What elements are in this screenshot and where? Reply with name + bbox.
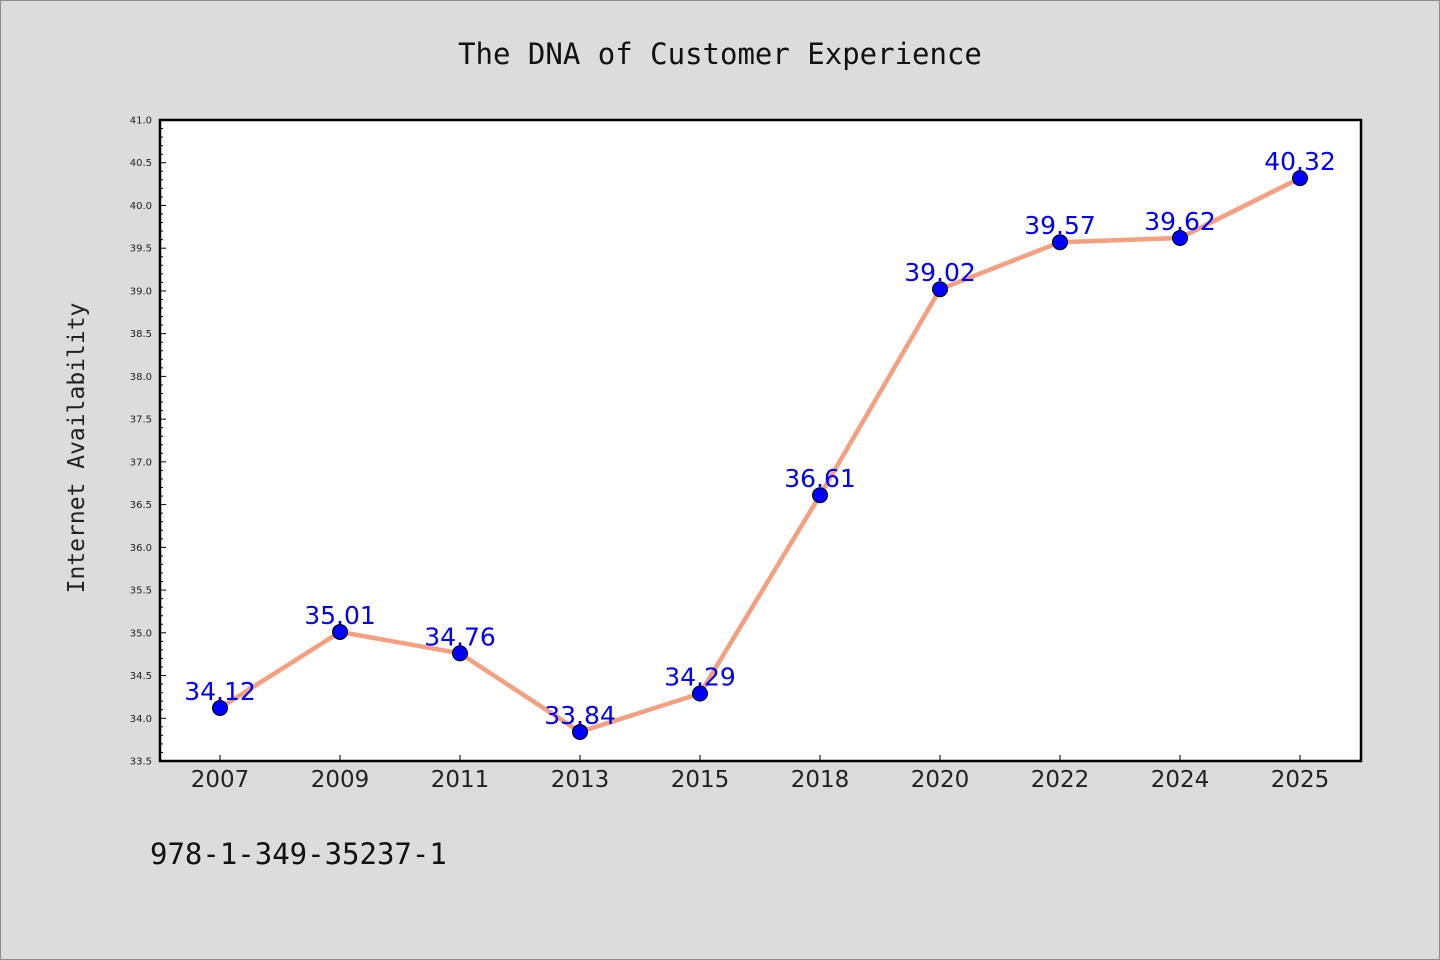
y-axis-label: Internet Availability [64,303,90,594]
data-point [1172,229,1188,246]
data-point [812,487,828,504]
data-labels: 34.12 35.01 34.76 33.84 34.29 36.61 39.02 39.57… [184,147,1336,730]
x-tick-label: 2022 [1031,767,1090,793]
y-tick-label: 34.5 [130,671,152,682]
data-point [692,685,708,702]
data-label: 34.12 [184,677,256,706]
data-markers [212,170,1308,740]
x-tick-label: 2013 [551,767,610,793]
data-point [932,281,948,298]
y-tick-label: 35.0 [130,628,152,639]
y-tick-label: 38.5 [130,329,152,340]
y-tick-label: 41.0 [130,116,152,127]
data-point [1292,170,1308,187]
data-label: 34.76 [424,622,496,651]
y-tick-label: 39.0 [130,286,152,297]
y-tick-label: 40.0 [130,201,152,212]
data-label: 39.57 [1024,211,1096,240]
data-point [452,645,468,662]
data-label: 35.01 [304,601,376,630]
y-tick-label: 33.5 [130,757,152,768]
x-tick-label: 2024 [1151,767,1210,793]
series-line [217,175,1303,735]
x-tick-label: 2025 [1271,767,1330,793]
y-axis-ticks: 33.5 34.0 34.5 35.0 35.5 36.0 36.5 37.0 37.5 38.0… [130,116,166,768]
data-point [332,623,348,640]
y-tick-label: 37.0 [130,457,152,468]
plot-area [160,120,1361,761]
x-tick-label: 2015 [671,767,730,793]
data-label: 34.29 [664,662,736,691]
data-label: 39.02 [904,258,976,287]
y-tick-label: 36.5 [130,500,152,511]
x-tick-label: 2020 [911,767,970,793]
data-point [572,723,588,740]
x-tick-label: 2007 [191,767,250,793]
series-line-group [217,175,1303,735]
y-tick-label: 34.0 [130,714,152,725]
x-tick-label: 2018 [791,767,850,793]
y-tick-label: 40.5 [130,158,152,169]
data-label: 36.61 [784,464,856,493]
y-tick-label: 38.0 [130,372,152,383]
data-label: 33.84 [544,701,616,730]
y-tick-label: 37.5 [130,415,152,426]
y-tick-label: 39.5 [130,244,152,255]
plot-border [158,118,1363,763]
y-tick-label: 35.5 [130,586,152,597]
x-tick-label: 2011 [431,767,490,793]
y-tick-label: 36.0 [130,543,152,554]
data-label: 39.62 [1144,207,1216,236]
isbn-text: 978-1-349-35237-1 [150,837,447,871]
chart-title: The DNA of Customer Experience [458,37,982,71]
data-point [212,700,228,717]
data-point [1052,234,1068,251]
data-label: 40.32 [1264,147,1336,176]
x-axis-ticks: 2007 2009 2011 2013 2015 2018 2020 2022 2024 2025 [191,755,1330,793]
x-tick-label: 2009 [311,767,370,793]
